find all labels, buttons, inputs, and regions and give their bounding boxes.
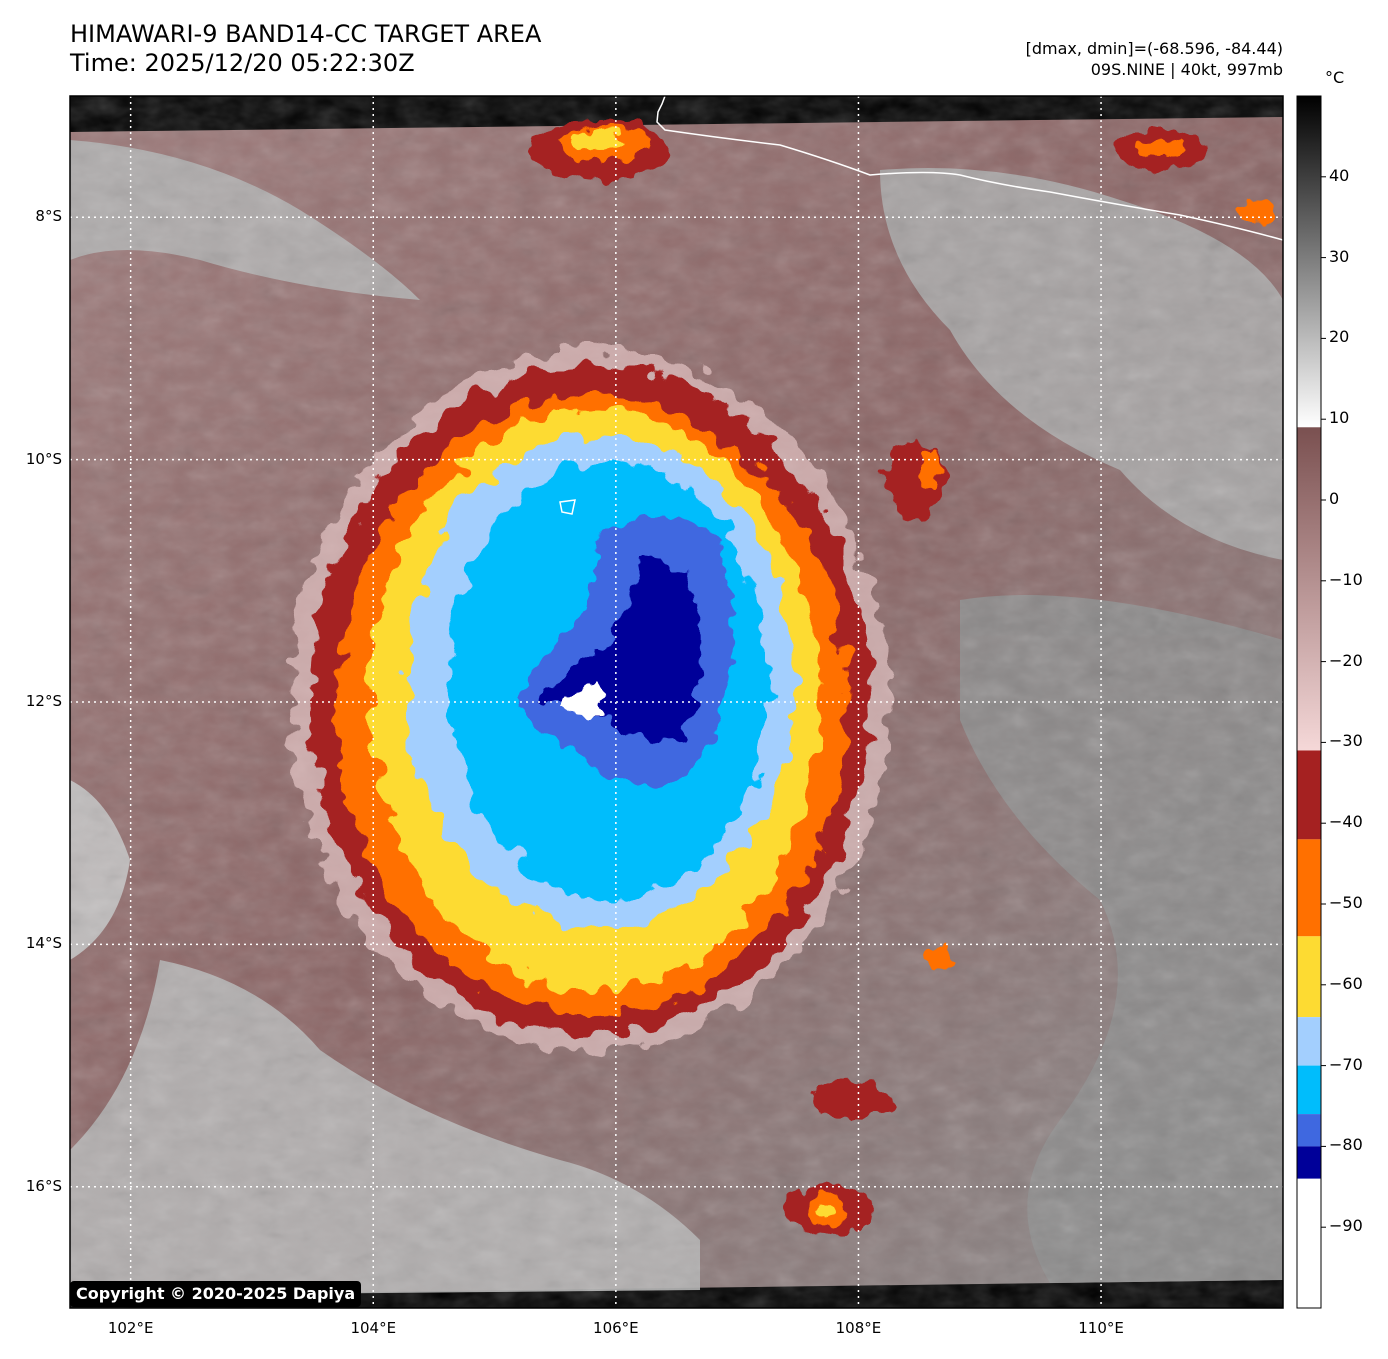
colorbar-segment <box>1297 839 1321 937</box>
colorbar-tick-label: 30 <box>1329 246 1350 266</box>
colorbar-segment <box>1297 1017 1321 1066</box>
colorbar-segment <box>1297 1178 1321 1308</box>
colorbar-tick-label: −10 <box>1329 569 1363 589</box>
gridlines <box>70 96 1283 1308</box>
colorbar-segment <box>1297 1065 1321 1115</box>
colorbar <box>1297 96 1326 1308</box>
colorbar-segment <box>1297 427 1321 751</box>
colorbar-tick-label: −70 <box>1329 1054 1363 1074</box>
colorbar-tick-label: 20 <box>1329 327 1350 347</box>
colorbar-tick-label: 40 <box>1329 165 1350 185</box>
colorbar-tick-label: −80 <box>1329 1135 1363 1155</box>
cloud-top-temperature-field <box>70 96 1283 1308</box>
lon-tick-label: 104°E <box>350 1319 397 1337</box>
colorbar-segment <box>1297 750 1321 840</box>
colorbar-frame <box>1296 95 1322 1309</box>
java-coastline <box>656 96 1283 241</box>
lat-tick-label: 10°S <box>25 449 62 468</box>
storm-info-block: [dmax, dmin]=(-68.596, -84.44) 09S.NINE … <box>1026 38 1283 80</box>
title-line-2: Time: 2025/12/20 05:22:30Z <box>70 49 415 77</box>
dmax-dmin-text: [dmax, dmin]=(-68.596, -84.44) <box>1025 39 1283 58</box>
copyright-badge: Copyright © 2020-2025 Dapiya <box>70 1281 362 1307</box>
colorbar-tick-label: −40 <box>1329 812 1363 832</box>
colorbar-unit: °C <box>1325 68 1345 87</box>
lon-tick-label: 102°E <box>107 1319 154 1337</box>
colorbar-tick-label: 0 <box>1329 489 1340 508</box>
lon-tick-label: 106°E <box>593 1319 639 1337</box>
lat-tick-label: 8°S <box>35 207 62 226</box>
plot-frame <box>69 95 1284 1309</box>
storm-info-text: 09S.NINE | 40kt, 997mb <box>1090 60 1283 79</box>
title-line-1: HIMAWARI-9 BAND14-CC TARGET AREA <box>70 20 542 48</box>
figure-title: HIMAWARI-9 BAND14-CC TARGET AREA Time: 2… <box>70 20 541 78</box>
lon-tick-label: 108°E <box>835 1319 882 1337</box>
lat-tick-label: 12°S <box>25 692 62 710</box>
colorbar-tick-label: 10 <box>1329 408 1350 428</box>
lat-tick-label: 16°S <box>25 1176 62 1195</box>
lon-tick-label: 110°E <box>1078 1319 1124 1337</box>
colorbar-tick-label: −20 <box>1329 650 1363 670</box>
colorbar-tick-label: −30 <box>1329 731 1363 751</box>
lat-tick-label: 14°S <box>25 934 62 953</box>
colorbar-segment <box>1297 1146 1321 1179</box>
colorbar-tick-label: −90 <box>1329 1216 1363 1236</box>
colorbar-tick-label: −50 <box>1329 893 1363 912</box>
colorbar-segment <box>1297 1114 1321 1147</box>
colorbar-segment <box>1297 936 1321 1018</box>
colorbar-tick-label: −60 <box>1329 973 1363 993</box>
colorbar-segment <box>1297 96 1321 428</box>
